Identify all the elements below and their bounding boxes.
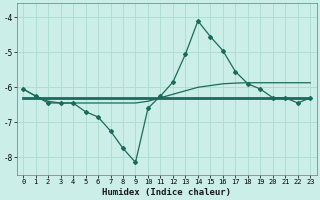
X-axis label: Humidex (Indice chaleur): Humidex (Indice chaleur) — [102, 188, 231, 197]
